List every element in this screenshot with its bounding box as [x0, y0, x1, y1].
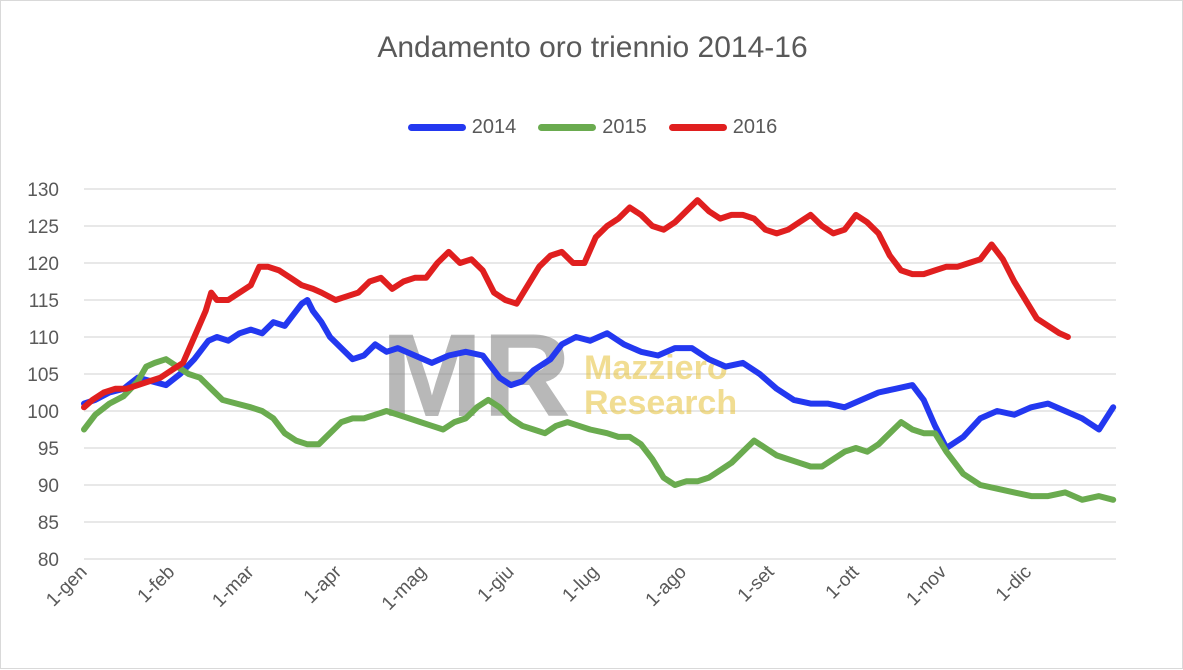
x-tick-label: 1-giu — [474, 562, 519, 607]
legend-item-2015: 2015 — [538, 116, 647, 139]
legend-label: 2015 — [602, 116, 647, 138]
series-line-2015 — [81, 356, 1117, 503]
chart-title: Andamento oro triennio 2014-16 — [377, 31, 808, 64]
x-tick-label: 1-ago — [642, 562, 691, 611]
y-tick-label: 95 — [38, 439, 59, 460]
legend-label: 2014 — [471, 116, 517, 138]
x-tick-label: 1-nov — [903, 561, 952, 610]
legend-swatch — [538, 124, 597, 131]
watermark-initials: MR — [381, 310, 571, 442]
series-line-2016 — [81, 197, 1071, 411]
legend-item-2014: 2014 — [407, 116, 517, 139]
legend-label: 2016 — [732, 116, 778, 138]
x-tick-label: 1-apr — [300, 561, 347, 608]
y-tick-label: 90 — [38, 476, 59, 497]
y-tick-label: 130 — [27, 180, 59, 201]
x-tick-label: 1-mar — [208, 561, 258, 611]
y-tick-label: 125 — [27, 217, 59, 238]
x-tick-label: 1-ott — [822, 561, 864, 603]
x-tick-label: 1-feb — [134, 562, 179, 607]
legend-swatch — [407, 124, 466, 131]
y-tick-label: 100 — [27, 402, 59, 423]
watermark-line2: Research — [584, 384, 737, 422]
x-tick-label: 1-lug — [559, 562, 604, 607]
y-tick-label: 115 — [29, 291, 59, 312]
chart-legend: 2014 2015 2016 — [1, 116, 1183, 139]
y-tick-label: 120 — [27, 254, 59, 275]
series-line-2014 — [81, 297, 1117, 451]
x-tick-label: 1-set — [734, 561, 779, 606]
y-tick-label: 110 — [29, 328, 59, 349]
legend-swatch — [668, 124, 727, 131]
legend-item-2016: 2016 — [668, 116, 778, 139]
x-tick-label: 1-mag — [378, 562, 431, 615]
x-tick-label: 1-dic — [992, 562, 1036, 606]
y-tick-label: 105 — [27, 365, 59, 386]
y-tick-label: 80 — [38, 550, 59, 571]
y-tick-label: 85 — [38, 513, 59, 534]
